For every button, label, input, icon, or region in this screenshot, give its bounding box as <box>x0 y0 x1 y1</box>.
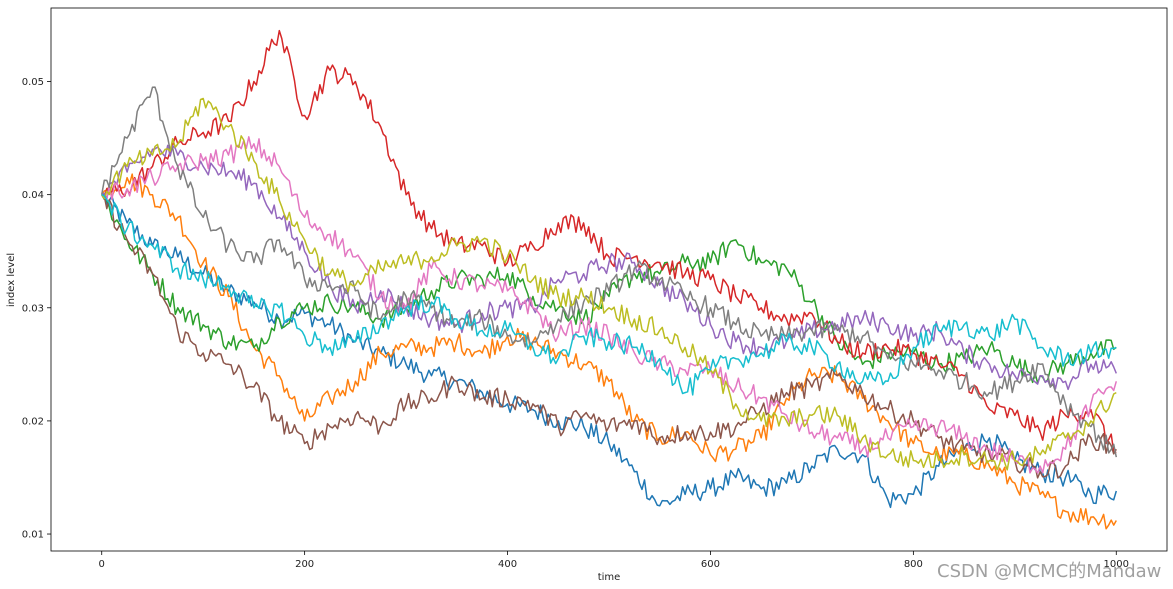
y-tick-label: 0.04 <box>22 190 44 201</box>
series-line-8 <box>100 86 1118 458</box>
series-line-3 <box>101 194 1117 384</box>
y-axis-ticks: 0.01 0.02 0.03 0.04 0.05 <box>22 77 51 541</box>
x-tick-label: 400 <box>498 559 517 570</box>
series-line-6 <box>101 194 1117 479</box>
x-tick-label: 0 <box>99 559 105 570</box>
series-layer <box>100 29 1118 530</box>
series-line-5 <box>101 144 1117 391</box>
series-line-10 <box>101 194 1117 396</box>
y-tick-label: 0.05 <box>22 77 44 88</box>
x-tick-label: 1000 <box>1104 559 1129 570</box>
y-tick-label: 0.01 <box>22 530 44 541</box>
plot-frame <box>50 7 1168 552</box>
series-line-7 <box>101 136 1118 474</box>
x-tick-label: 200 <box>295 559 314 570</box>
x-tick-label: 800 <box>904 559 923 570</box>
y-tick-label: 0.03 <box>22 303 44 314</box>
x-axis-label: time <box>598 572 621 583</box>
x-tick-label: 600 <box>701 559 720 570</box>
y-tick-label: 0.02 <box>22 416 44 427</box>
watermark: CSDN @MCMC的Mandaw <box>937 561 1162 582</box>
series-line-2 <box>101 173 1117 530</box>
series-line-9 <box>101 97 1117 471</box>
series-line-4 <box>101 29 1117 454</box>
y-axis-label: index level <box>6 253 17 307</box>
x-axis-ticks: 0 200 400 600 800 1000 <box>99 551 1129 570</box>
